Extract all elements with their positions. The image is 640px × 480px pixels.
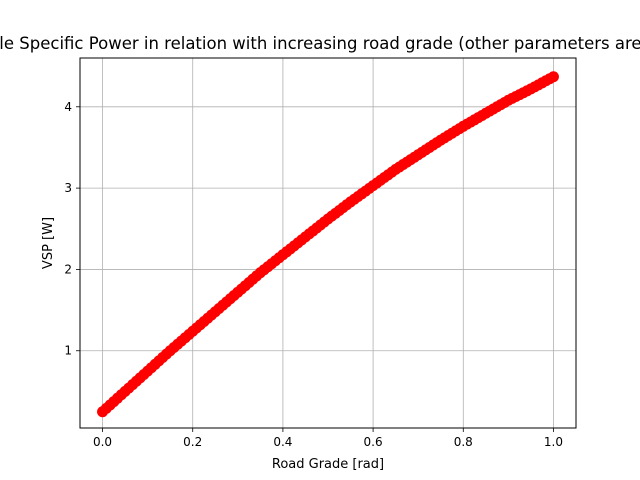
data-series: [97, 71, 559, 418]
scatter-point: [345, 196, 357, 208]
scatter-point: [209, 306, 221, 318]
scatter-point: [547, 71, 559, 83]
x-tick-label: 0.6: [364, 435, 383, 449]
x-tick-label: 0.2: [183, 435, 202, 449]
scatter-point: [232, 286, 244, 298]
y-axis: 1 2 3 4: [64, 100, 80, 358]
plot-area: [80, 58, 576, 428]
scatter-point: [435, 134, 447, 146]
x-axis-label: Road Grade [rad]: [272, 457, 384, 472]
scatter-point: [299, 231, 311, 243]
scatter-point: [480, 107, 492, 119]
scatter-point: [142, 365, 154, 377]
scatter-point: [390, 163, 402, 175]
scatter-point: [412, 149, 424, 161]
y-tick-label: 4: [64, 100, 72, 114]
x-axis: 0.0 0.2 0.4 0.6 0.8 1.0: [93, 428, 563, 449]
scatter-point: [119, 385, 131, 397]
scatter-point: [502, 94, 514, 106]
scatter-point: [164, 345, 176, 357]
plot-frame: [79, 57, 577, 429]
scatter-point: [97, 406, 109, 418]
x-tick-label: 0.8: [454, 435, 473, 449]
x-tick-label: 0.0: [93, 435, 112, 449]
y-tick-label: 1: [64, 344, 72, 358]
chart-title: Vehicle Specific Power in relation with …: [0, 34, 640, 53]
scatter-point: [457, 120, 469, 132]
scatter-point: [277, 249, 289, 261]
x-tick-label: 0.4: [273, 435, 292, 449]
x-tick-label: 1.0: [544, 435, 563, 449]
y-axis-label: VSP [W]: [41, 217, 56, 269]
y-tick-label: 2: [64, 262, 72, 276]
scatter-point: [367, 180, 379, 192]
scatter-point: [254, 267, 266, 279]
scatter-point: [322, 213, 334, 225]
y-tick-label: 3: [64, 181, 72, 195]
scatter-point: [525, 83, 537, 95]
scatter-point: [187, 325, 199, 337]
